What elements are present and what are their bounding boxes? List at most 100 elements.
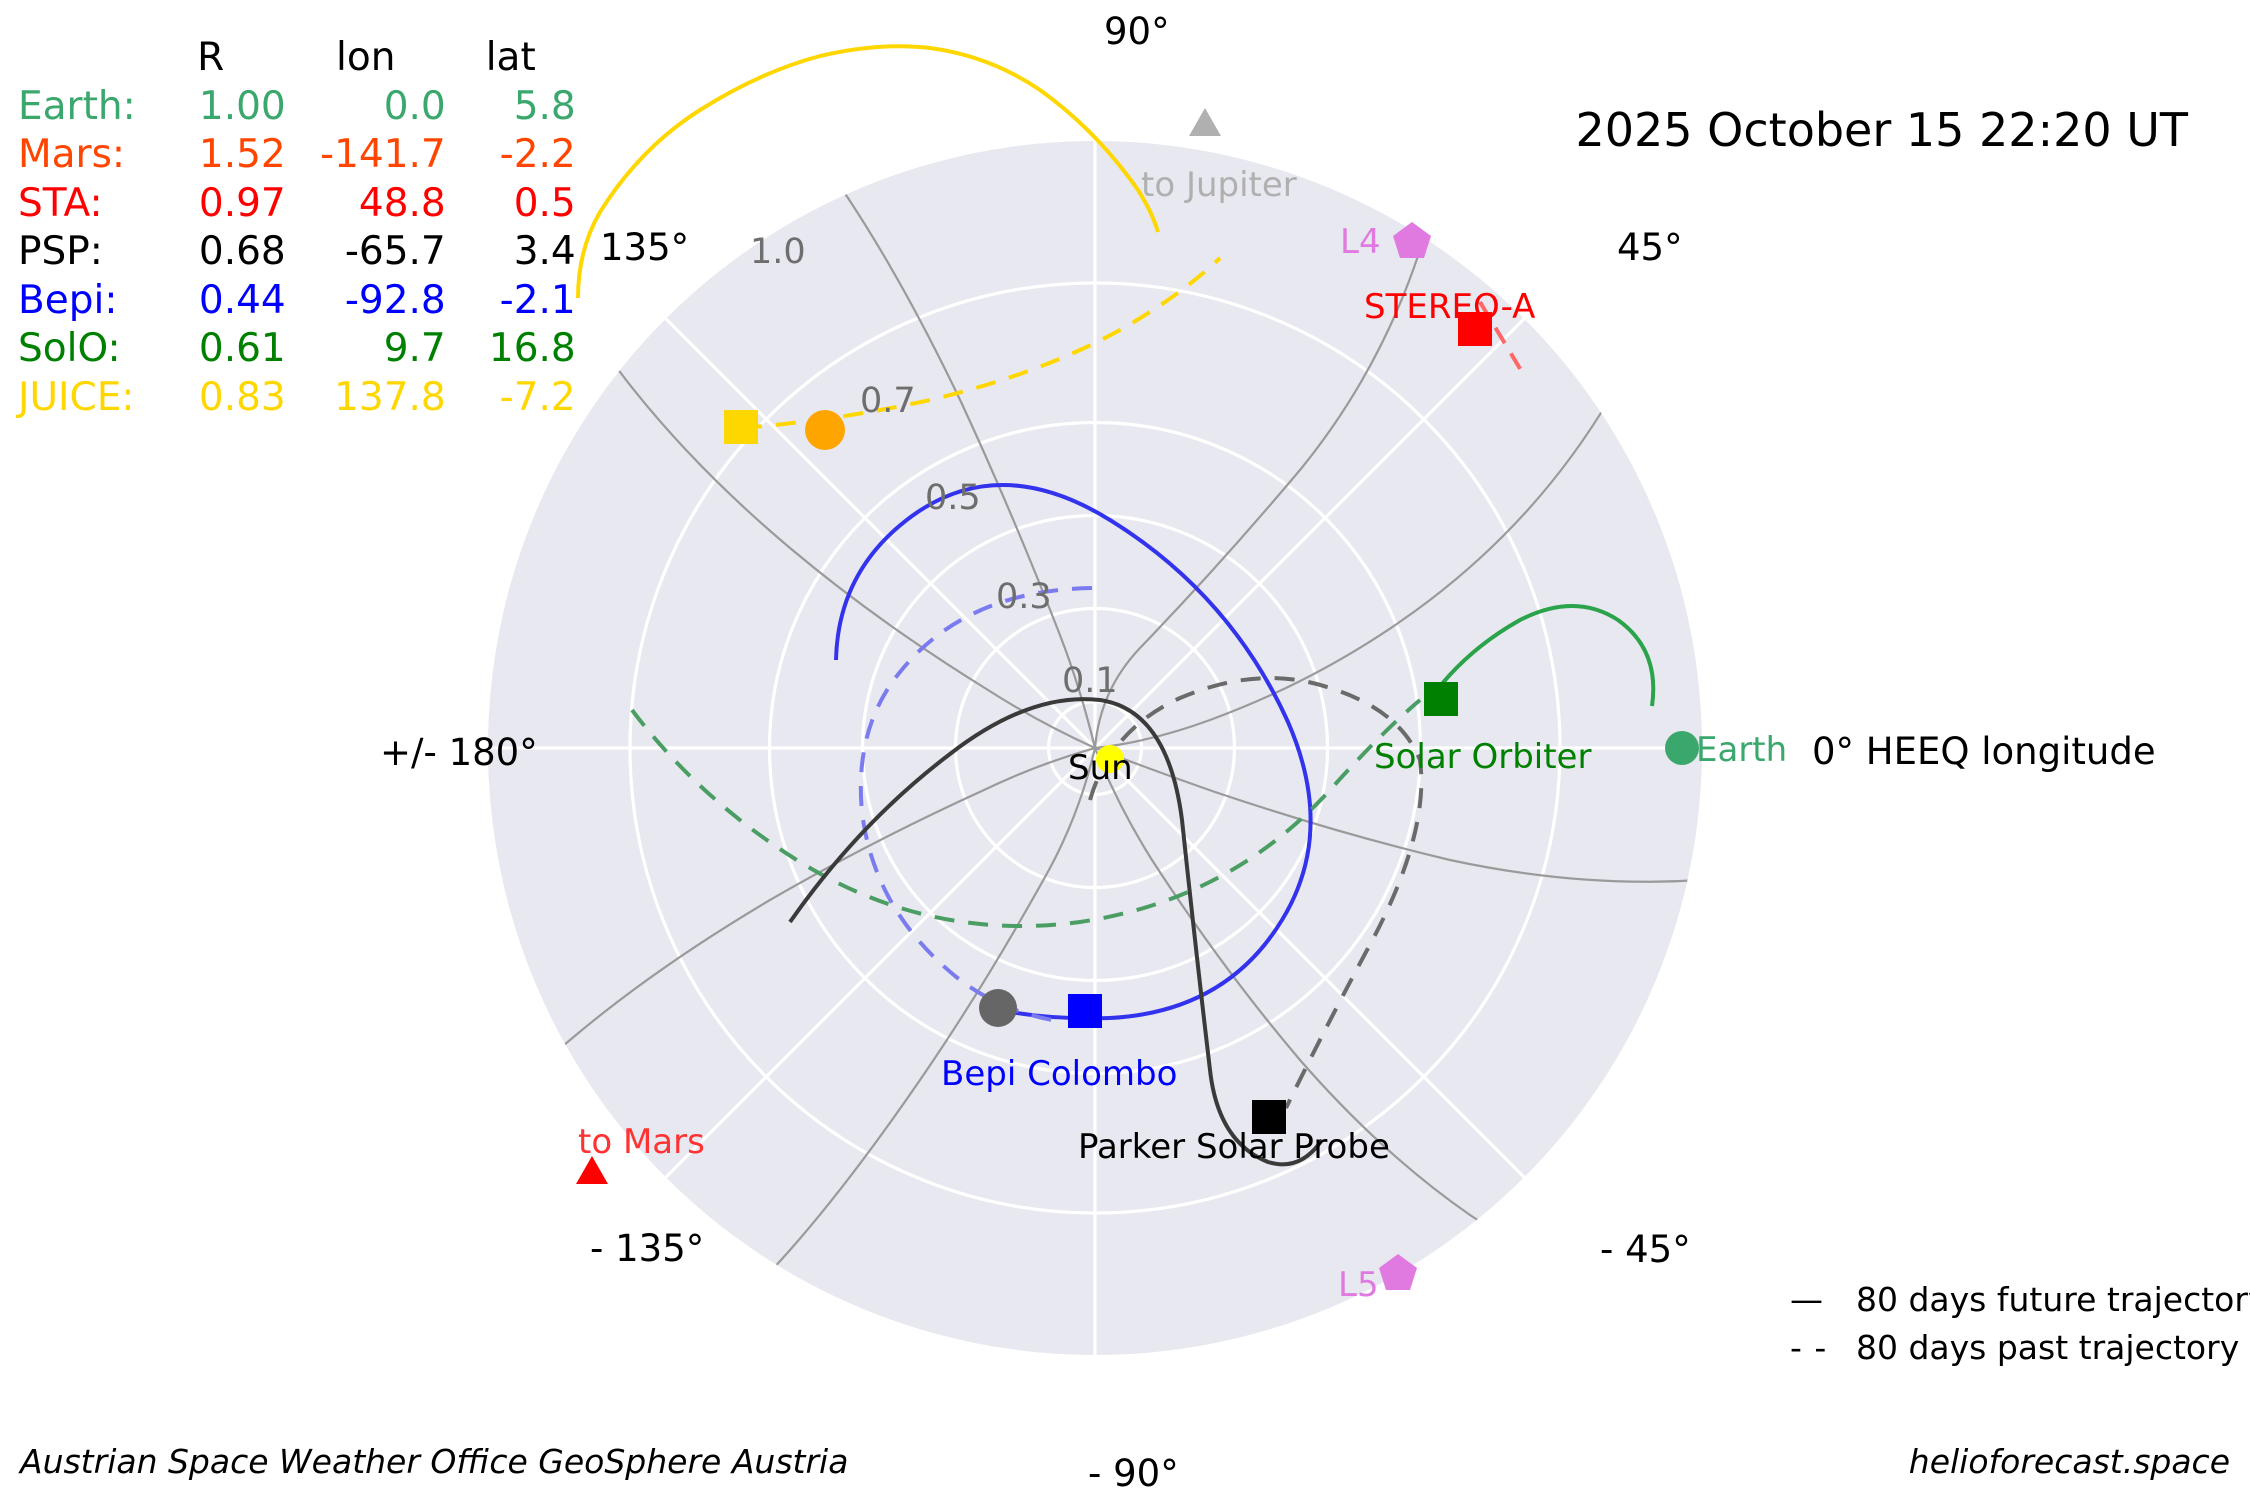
table-header-row: R lon lat [18, 36, 576, 85]
psp-future-path [788, 697, 1324, 1167]
angular-gridlines [488, 141, 1702, 1355]
trajectory-solar-orbiter [1435, 604, 1656, 707]
cell-name: Bepi: [18, 277, 118, 323]
legend-row-future: — 80 days future trajectory [1790, 1275, 2250, 1323]
header-lat: lat [485, 35, 536, 80]
radial-label-0p7: 0.7 [860, 381, 916, 421]
footer-website[interactable]: helioforecast.space [1908, 1442, 2230, 1481]
legend-label-future: 80 days future trajectory [1856, 1279, 2250, 1319]
legend-row-past: - - 80 days past trajectory [1790, 1323, 2250, 1371]
cell-lat: 5.8 [513, 83, 576, 129]
marker-mercury[interactable] [979, 989, 1017, 1027]
cell-lon: 48.8 [358, 180, 446, 226]
angle-label-0-heeq: 0° HEEQ longitude [1812, 730, 2156, 773]
label-solar-orbiter: Solar Orbiter [1374, 737, 1592, 777]
legend-label-past: 80 days past trajectory [1856, 1327, 2240, 1367]
cell-name: PSP: [18, 229, 103, 275]
radial-label-1p0: 1.0 [750, 232, 806, 272]
table-row: PSP: 0.68 -65.7 3.4 [18, 230, 576, 279]
cell-lat: 0.5 [513, 180, 576, 226]
marker-sun[interactable] [1096, 745, 1124, 773]
cell-r: 0.61 [198, 326, 286, 372]
table-row: SolO: 0.61 9.7 16.8 [18, 327, 576, 376]
label-bepi-colombo: Bepi Colombo [941, 1054, 1178, 1094]
cell-name: Mars: [18, 132, 126, 178]
label-parker-solar-probe: Parker Solar Probe [1078, 1127, 1390, 1167]
cell-lon: 137.8 [334, 374, 446, 420]
cell-r: 0.68 [198, 229, 286, 275]
juice-future-path [576, 44, 1160, 299]
trajectory-legend: — 80 days future trajectory - - 80 days … [1790, 1275, 2250, 1371]
label-to-jupiter: to Jupiter [1141, 165, 1297, 205]
marker-solar-orbiter[interactable] [1424, 682, 1458, 716]
radial-label-0p3: 0.3 [996, 577, 1052, 617]
solid-line-icon: — [1790, 1279, 1824, 1319]
marker-earth[interactable] [1665, 731, 1699, 765]
label-stereo-a: STEREO-A [1364, 287, 1536, 327]
radial-label-0p5: 0.5 [925, 478, 981, 518]
solo-future-path [1435, 604, 1656, 707]
table-body: Earth: 1.00 0.0 5.8 Mars: 1.52 -141.7 -2.2 STA: 0… [18, 85, 576, 425]
cell-r: 1.00 [198, 83, 286, 129]
cell-r: 1.52 [198, 132, 286, 178]
angle-label-180: +/- 180° [380, 731, 538, 774]
cell-r: 0.83 [198, 374, 286, 420]
cell-name: SolO: [18, 326, 121, 372]
cell-r: 0.97 [198, 180, 286, 226]
label-l5: L5 [1338, 1265, 1379, 1305]
markers [576, 108, 1699, 1290]
trajectory-juice [576, 44, 1222, 430]
angle-label-minus45: - 45° [1600, 1228, 1691, 1271]
cell-lon: -92.8 [344, 277, 446, 323]
cell-lat: 16.8 [488, 326, 576, 372]
header-body [18, 36, 136, 85]
marker-parker-solar-probe[interactable] [1252, 1100, 1286, 1134]
marker-juice[interactable] [724, 410, 758, 444]
dashed-line-icon: - - [1790, 1327, 1828, 1367]
table-row: Mars: 1.52 -141.7 -2.2 [18, 133, 576, 182]
cell-name: STA: [18, 180, 103, 226]
trajectory-solar-orbiter-past [630, 698, 1422, 928]
cell-lat: -2.2 [499, 132, 576, 178]
cell-lat: -7.2 [499, 374, 576, 420]
marker-l4[interactable] [1393, 222, 1431, 258]
cell-name: Earth: [18, 83, 136, 129]
trajectory-psp [788, 697, 1324, 1167]
marker-to-mars[interactable] [576, 1156, 608, 1184]
table-row: JUICE: 0.83 137.8 -7.2 [18, 376, 576, 425]
angle-label-135: 135° [600, 226, 690, 269]
cell-lon: 9.7 [383, 326, 446, 372]
trajectory-bepi [834, 483, 1313, 1021]
angle-label-minus135: - 135° [590, 1227, 705, 1270]
ephemeris-table: R lon lat Earth: 1.00 0.0 5.8 Mars: 1.52 -141.… [18, 36, 576, 424]
cell-lat: -2.1 [499, 277, 576, 323]
label-to-mars: to Mars [578, 1122, 705, 1162]
radial-label-0p1: 0.1 [1062, 661, 1118, 701]
bepi-future-path [834, 483, 1313, 1021]
marker-venus[interactable] [805, 410, 845, 450]
marker-stereo-a[interactable] [1458, 312, 1492, 346]
table-row: Earth: 1.00 0.0 5.8 [18, 85, 576, 134]
marker-bepi-colombo[interactable] [1068, 994, 1102, 1028]
plot-datetime-title: 2025 October 15 22:20 UT [1575, 103, 2188, 157]
header-r: R [197, 35, 225, 80]
table-row: STA: 0.97 48.8 0.5 [18, 182, 576, 231]
cell-lon: -65.7 [344, 229, 446, 275]
cell-r: 0.44 [198, 277, 286, 323]
cell-lat: 3.4 [513, 229, 576, 275]
cell-lon: -141.7 [320, 132, 446, 178]
table-row: Bepi: 0.44 -92.8 -2.1 [18, 279, 576, 328]
label-earth: Earth [1696, 730, 1788, 770]
angle-label-minus90: - 90° [1088, 1452, 1179, 1495]
marker-to-jupiter[interactable] [1189, 108, 1221, 136]
marker-l5[interactable] [1379, 1254, 1417, 1290]
header-lon: lon [336, 35, 396, 80]
angle-label-90: 90° [1104, 10, 1170, 53]
label-l4: L4 [1340, 222, 1381, 262]
ephemeris-table-grid: R lon lat Earth: 1.00 0.0 5.8 Mars: 1.52 -141.… [18, 36, 576, 424]
juice-past-path [741, 256, 1222, 430]
cell-lon: 0.0 [383, 83, 446, 129]
angle-label-45: 45° [1617, 226, 1683, 269]
